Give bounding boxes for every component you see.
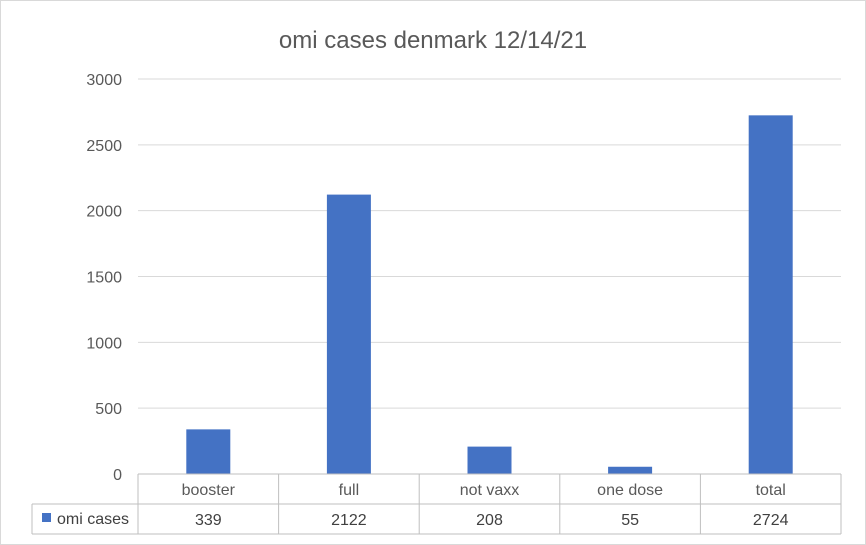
y-tick-label: 0 [113,467,122,484]
bar-full [326,194,371,474]
category-label: booster [182,482,236,499]
y-tick-label: 3000 [86,72,122,89]
y-tick-label: 2000 [86,204,122,221]
data-label: 339 [195,512,222,529]
data-table: booster 339 full 2122 not vaxx 208 one dose 55 t… [31,473,842,535]
bar-one-dose [608,466,653,474]
data-label: 2122 [331,512,367,529]
category-label: one dose [597,482,663,499]
y-tick-label: 500 [95,401,122,418]
legend-label: omi cases [57,511,129,528]
data-label: 55 [621,512,639,529]
bar-not-vaxx [467,446,512,474]
y-tick-label: 2500 [86,138,122,155]
gridlines [138,78,841,475]
y-tick-label: 1500 [86,270,122,287]
legend-swatch [42,513,51,522]
bar-booster [186,429,231,474]
y-tick-label: 1000 [86,335,122,352]
data-label: 2724 [753,512,789,529]
data-label: 208 [476,512,503,529]
chart-title: omi cases denmark 12/14/21 [279,27,587,54]
category-label: full [339,482,359,499]
category-label: total [756,482,786,499]
bars [186,115,793,474]
y-axis-ticks: 0 500 1000 1500 2000 2500 3000 [86,72,122,484]
category-label: not vaxx [460,482,520,499]
bar-total [748,115,793,474]
